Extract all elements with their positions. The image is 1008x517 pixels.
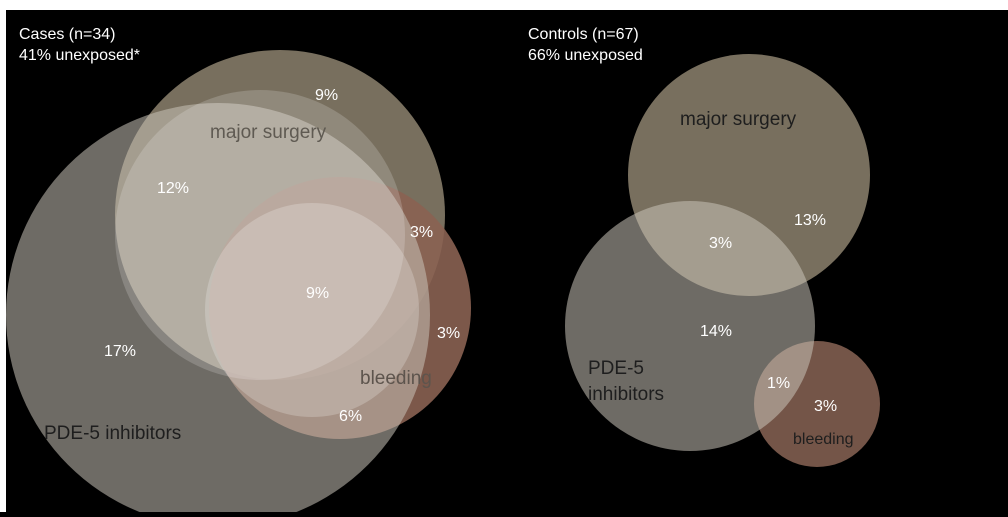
controls-pde5-label-line2: inhibitors <box>588 384 664 405</box>
cases-title: Cases (n=34) <box>19 26 116 43</box>
controls-diagram: Controls (n=67) 66% unexposed major surg… <box>528 26 880 467</box>
controls-pde5-only-pct: 14% <box>700 323 732 340</box>
cases-surgery-pde5-highlight <box>115 90 405 380</box>
cases-diagram: Cases (n=34) 41% unexposed* major surger… <box>6 26 471 517</box>
controls-pde5-bleeding-pct: 1% <box>767 375 790 392</box>
cases-pde5-circle <box>6 103 430 517</box>
cases-pde5-label: PDE-5 inhibitors <box>44 423 181 444</box>
controls-surgery-only-pct: 13% <box>794 212 826 229</box>
cases-bleeding-only-pct: 3% <box>437 325 460 342</box>
cases-pde5-bleeding-pct: 6% <box>339 408 362 425</box>
cases-surgery-only-pct: 9% <box>315 87 338 104</box>
cases-pde5-only-pct: 17% <box>104 343 136 360</box>
controls-pde5-circle <box>565 201 815 451</box>
cases-bleeding-label: bleeding <box>360 368 432 389</box>
cases-surgery-pde5-pct: 12% <box>157 180 189 197</box>
controls-subtitle: 66% unexposed <box>528 47 643 64</box>
cases-all-three-pct: 9% <box>306 285 329 302</box>
controls-major-surgery-label: major surgery <box>680 109 797 130</box>
venn-svg: Cases (n=34) 41% unexposed* major surger… <box>6 26 880 517</box>
controls-bleeding-only-pct: 3% <box>814 398 837 415</box>
cases-major-surgery-label: major surgery <box>210 122 327 143</box>
cases-center-highlight <box>205 203 419 417</box>
controls-bleeding-label: bleeding <box>793 431 854 448</box>
cases-subtitle: 41% unexposed* <box>19 47 140 64</box>
controls-pde5-label-line1: PDE-5 <box>588 358 644 379</box>
cases-surgery-bleeding-pct: 3% <box>410 224 433 241</box>
controls-title: Controls (n=67) <box>528 26 639 43</box>
controls-surgery-pde5-pct: 3% <box>709 235 732 252</box>
venn-panel: Cases (n=34) 41% unexposed* major surger… <box>6 10 1008 517</box>
